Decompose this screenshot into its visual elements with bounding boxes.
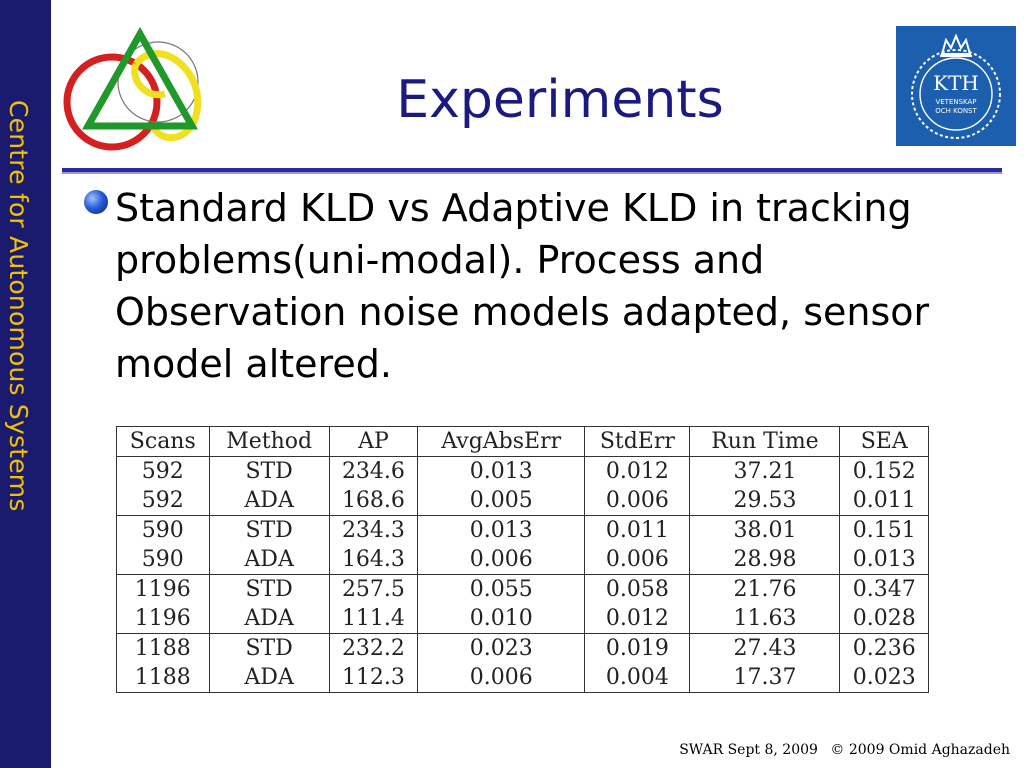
sidebar-label: Centre for Autonomous Systems	[4, 100, 33, 512]
table-cell: 0.006	[417, 545, 586, 575]
table-row: 592 STD 234.6 0.013 0.012 37.21 0.152	[116, 456, 929, 486]
table-cell: 38.01	[689, 515, 841, 545]
table-cell: 592	[116, 456, 210, 486]
table-cell: 0.058	[584, 574, 691, 604]
table-cell: ADA	[208, 663, 330, 693]
kth-logo-sub1: VETENSKAP	[935, 98, 976, 106]
column-header: AvgAbsErr	[417, 426, 586, 457]
table-cell: 0.151	[839, 515, 929, 545]
sidebar: Centre for Autonomous Systems	[0, 0, 51, 768]
table-cell: STD	[208, 574, 330, 604]
column-header: Run Time	[689, 426, 841, 457]
table-cell: 0.011	[584, 515, 691, 545]
table-body: 592 STD 234.6 0.013 0.012 37.21 0.152 592 ADA 168…	[116, 456, 929, 693]
table-cell: ADA	[208, 604, 330, 634]
table-cell: 1196	[116, 604, 210, 634]
column-header: StdErr	[584, 426, 691, 457]
table-cell: ADA	[208, 545, 330, 575]
slide-title: Experiments	[396, 70, 724, 130]
column-header: Scans	[116, 426, 210, 457]
table-row: 1188 STD 232.2 0.023 0.019 27.43 0.236	[116, 633, 929, 663]
table-cell: 112.3	[328, 663, 419, 693]
kth-logo-sub2: OCH KONST	[935, 107, 977, 115]
table-cell: STD	[208, 456, 330, 486]
title-divider	[62, 168, 1002, 174]
table-row: 1196 STD 257.5 0.055 0.058 21.76 0.347	[116, 574, 929, 604]
table-cell: 0.023	[417, 633, 586, 663]
table-cell: 0.006	[417, 663, 586, 693]
table-cell: 590	[116, 545, 210, 575]
table-cell: 0.013	[417, 456, 586, 486]
table-cell: 0.013	[839, 545, 929, 575]
column-header: SEA	[839, 426, 929, 457]
column-header: AP	[328, 426, 419, 457]
table-cell: 28.98	[689, 545, 841, 575]
table-cell: 0.011	[839, 486, 929, 516]
table-cell: 592	[116, 486, 210, 516]
table-cell: 0.152	[839, 456, 929, 486]
table-cell: 27.43	[689, 633, 841, 663]
cas-logo-icon	[63, 26, 202, 151]
table-cell: 0.019	[584, 633, 691, 663]
table-cell: 234.6	[328, 456, 419, 486]
table-cell: 0.012	[584, 604, 691, 634]
table-cell: 0.005	[417, 486, 586, 516]
table-cell: 257.5	[328, 574, 419, 604]
table-row: 590 ADA 164.3 0.006 0.006 28.98 0.013	[116, 545, 929, 575]
table-cell: STD	[208, 633, 330, 663]
table-cell: 0.347	[839, 574, 929, 604]
table-cell: 0.236	[839, 633, 929, 663]
table-cell: ADA	[208, 486, 330, 516]
table-cell: 0.012	[584, 456, 691, 486]
table-row: 592 ADA 168.6 0.005 0.006 29.53 0.011	[116, 486, 929, 516]
table-cell: 0.004	[584, 663, 691, 693]
kth-logo-text: KTH	[933, 71, 979, 95]
table-cell: 37.21	[689, 456, 841, 486]
table-cell: 0.023	[839, 663, 929, 693]
table-row: 1196 ADA 111.4 0.010 0.012 11.63 0.028	[116, 604, 929, 634]
table-cell: 29.53	[689, 486, 841, 516]
table-cell: 0.006	[584, 545, 691, 575]
column-header: Method	[208, 426, 330, 457]
bullet-text: Standard KLD vs Adaptive KLD in tracking…	[115, 186, 930, 386]
table-cell: 1188	[116, 663, 210, 693]
results-table: Scans Method AP AvgAbsErr StdErr Run Time SEA …	[116, 426, 929, 693]
table-cell: 11.63	[689, 604, 841, 634]
table-cell: 234.3	[328, 515, 419, 545]
footer-event: SWAR Sept 8, 2009	[679, 742, 818, 758]
table-cell: 17.37	[689, 663, 841, 693]
table-header-row: Scans Method AP AvgAbsErr StdErr Run Time SEA	[116, 426, 929, 457]
table-cell: 590	[116, 515, 210, 545]
table-cell: 0.006	[584, 486, 691, 516]
kth-logo-icon: KTH VETENSKAP OCH KONST	[896, 26, 1016, 146]
footer-copyright: © 2009 Omid Aghazadeh	[830, 742, 1010, 758]
table-row: 1188 ADA 112.3 0.006 0.004 17.37 0.023	[116, 663, 929, 693]
table-cell: 0.013	[417, 515, 586, 545]
table-cell: 0.010	[417, 604, 586, 634]
table-cell: 0.055	[417, 574, 586, 604]
table-cell: 168.6	[328, 486, 419, 516]
table-cell: 0.028	[839, 604, 929, 634]
footer: SWAR Sept 8, 2009 © 2009 Omid Aghazadeh	[671, 742, 1010, 758]
table-cell: 164.3	[328, 545, 419, 575]
table-cell: STD	[208, 515, 330, 545]
table-cell: 1196	[116, 574, 210, 604]
table-cell: 111.4	[328, 604, 419, 634]
table-cell: 232.2	[328, 633, 419, 663]
table-cell: 1188	[116, 633, 210, 663]
bullet-dot-icon	[84, 190, 108, 214]
table-row: 590 STD 234.3 0.013 0.011 38.01 0.151	[116, 515, 929, 545]
table-cell: 21.76	[689, 574, 841, 604]
